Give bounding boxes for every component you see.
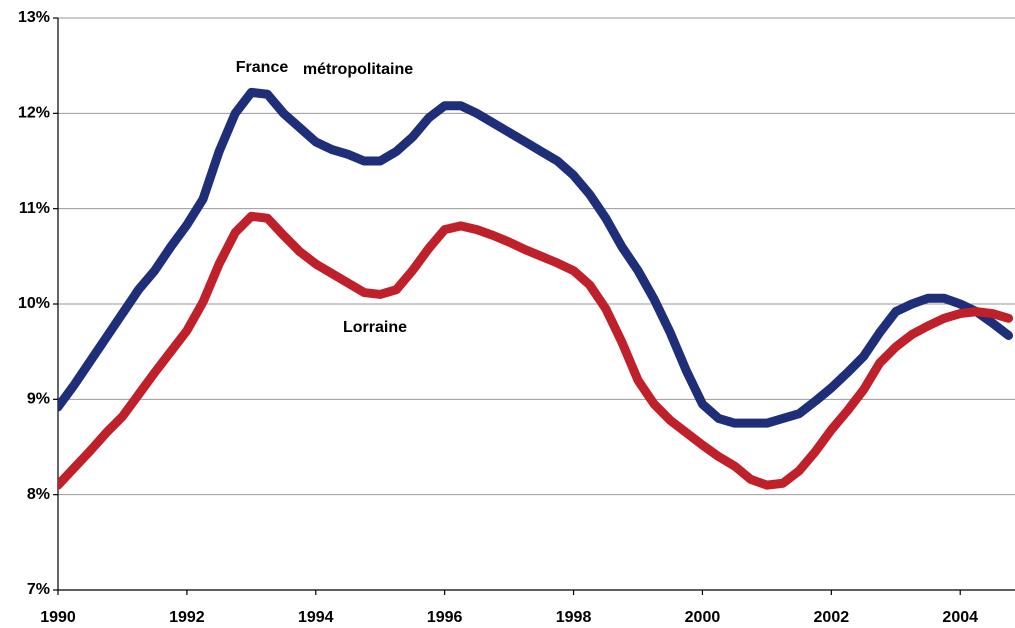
annotation: France	[236, 59, 289, 76]
grid	[53, 17, 1015, 595]
y-tick-label: 7%	[27, 581, 50, 598]
series-label: Lorraine	[343, 319, 407, 336]
y-tick-label: 8%	[27, 486, 50, 503]
y-tick-label: 11%	[19, 200, 50, 217]
x-tick-label: 1996	[427, 609, 463, 626]
annotation: métropolitaine	[303, 61, 413, 78]
x-tick-label: 1994	[298, 609, 334, 626]
x-tick-label: 1990	[40, 609, 76, 626]
x-tick-label: 1998	[556, 609, 592, 626]
x-tick-label: 2000	[685, 609, 721, 626]
y-tick-label: 13%	[18, 9, 50, 26]
y-tick-label: 9%	[27, 391, 50, 408]
x-tick-label: 1992	[169, 609, 205, 626]
y-tick-label: 10%	[18, 295, 50, 312]
line	[58, 87, 1014, 428]
line	[58, 211, 1014, 490]
y-tick-label: 12%	[18, 105, 50, 122]
x-tick-label: 2002	[814, 609, 850, 626]
x-tick-label: 2004	[942, 609, 978, 626]
lines	[58, 87, 1014, 490]
